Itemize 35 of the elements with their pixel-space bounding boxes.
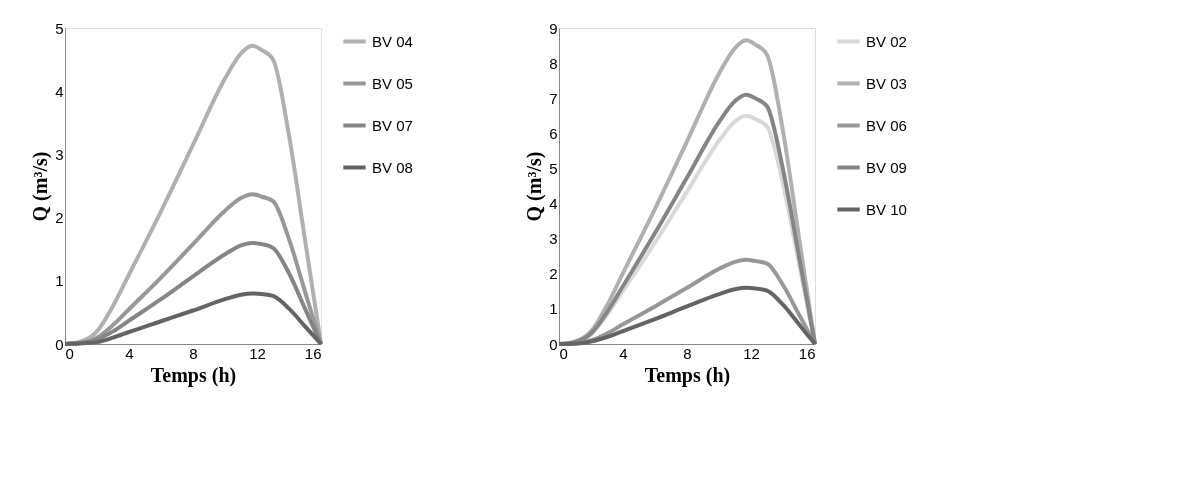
y-tick-label: 6 [549, 124, 558, 142]
y-tick-label: 1 [549, 300, 558, 318]
y-tick-label: 7 [549, 89, 558, 107]
y-tick-label: 2 [55, 209, 64, 227]
y-axis-title: Q (m³/s) [523, 151, 547, 222]
y-tick-label: 1 [55, 272, 64, 290]
y-tick-label: 4 [549, 195, 558, 213]
y-tick-label: 3 [55, 145, 64, 163]
legend-label: BV 04 [372, 32, 413, 50]
y-tick-label: 3 [549, 230, 558, 248]
y-tick-label: 4 [55, 82, 64, 100]
y-tick-label: 8 [549, 54, 558, 72]
x-tick-label: 16 [798, 344, 816, 362]
legend-label: BV 07 [372, 116, 413, 134]
x-tick-label: 4 [125, 344, 134, 362]
x-axis-title: Temps (h) [644, 363, 731, 387]
x-tick-label: 4 [619, 344, 628, 362]
legend-label: BV 02 [866, 32, 907, 50]
legend-label: BV 05 [372, 74, 413, 92]
y-axis-title: Q (m³/s) [29, 151, 53, 222]
x-tick-label: 8 [683, 344, 692, 362]
y-tick-label: 5 [549, 159, 558, 177]
x-tick-label: 16 [304, 344, 322, 362]
legend-label: BV 06 [866, 116, 907, 134]
x-tick-label: 12 [743, 344, 760, 362]
y-tick-label: 9 [549, 19, 558, 37]
x-tick-label: 12 [249, 344, 266, 362]
y-tick-label: 5 [55, 19, 64, 37]
legend-label: BV 10 [866, 200, 907, 218]
legend-label: BV 08 [372, 158, 413, 176]
x-axis-title: Temps (h) [150, 363, 237, 387]
x-tick-label: 8 [189, 344, 198, 362]
legend-label: BV 03 [866, 74, 907, 92]
y-tick-label: 2 [549, 265, 558, 283]
legend-label: BV 09 [866, 158, 907, 176]
